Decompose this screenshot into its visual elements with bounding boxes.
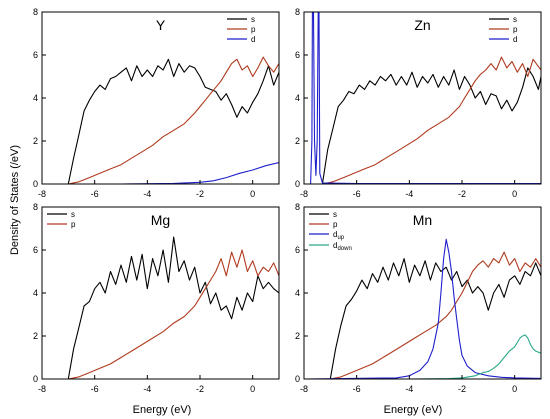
panel-title: Mn (413, 212, 432, 228)
series-d-down-line (304, 334, 541, 379)
y-axis-label: Density of States (/eV) (9, 145, 21, 255)
x-tick-label: -8 (300, 189, 308, 199)
legend: spd (489, 15, 518, 44)
legend-label: dup (333, 230, 345, 241)
x-tick-label: -4 (405, 384, 413, 394)
legend-label: p (251, 25, 256, 34)
legend-label: d (251, 35, 255, 44)
legend: spd (227, 15, 256, 44)
x-tick-label: 0 (512, 384, 517, 394)
legend-label: s (71, 210, 75, 219)
x-tick-label: -6 (353, 384, 361, 394)
y-tick-label: 2 (33, 136, 38, 146)
legend-label: ddown (333, 241, 352, 252)
x-tick-label: -4 (405, 189, 413, 199)
y-tick-label: 0 (33, 374, 38, 384)
x-tick-label: -2 (196, 189, 204, 199)
series-d-up-line (304, 238, 541, 379)
series-p-line (330, 251, 541, 379)
series-p-line (68, 56, 279, 184)
legend-label: s (513, 15, 517, 24)
x-tick-label: -8 (38, 384, 46, 394)
panel-zn: 0 2 4 6 8 -8 -6 -4 -2 0 Zn spd (295, 7, 542, 199)
x-tick-label: 0 (250, 189, 255, 199)
x-tick-label: 0 (250, 384, 255, 394)
y-tick-label: 2 (295, 331, 300, 341)
y-tick-label: 4 (295, 93, 300, 103)
x-tick-label: -4 (143, 384, 151, 394)
series-s-line (321, 67, 541, 184)
x-axis-label-right: Energy (eV) (384, 404, 443, 416)
x-axis-label-left: Energy (eV) (133, 404, 192, 416)
y-tick-label: 4 (295, 288, 300, 298)
legend: sp (47, 210, 76, 229)
y-tick-label: 0 (295, 374, 300, 384)
x-tick-label: -8 (38, 189, 46, 199)
x-tick-label: -2 (458, 384, 466, 394)
series-p-line (322, 56, 541, 184)
series-p-line (68, 249, 279, 379)
x-tick-label: -6 (353, 189, 361, 199)
y-tick-label: 6 (33, 50, 38, 60)
panel-mg: 0 2 4 6 8 -8 -6 -4 -2 0 Mg sp (33, 202, 280, 394)
legend-label: d (513, 35, 517, 44)
y-tick-label: 2 (33, 331, 38, 341)
y-tick-label: 4 (33, 288, 38, 298)
x-tick-label: 0 (512, 189, 517, 199)
y-tick-label: 8 (295, 7, 300, 17)
panel-title: Y (156, 17, 166, 33)
y-tick-label: 8 (33, 7, 38, 17)
series-d-line (304, 12, 541, 184)
x-tick-label: -6 (91, 384, 99, 394)
y-tick-label: 0 (33, 179, 38, 189)
x-tick-label: -6 (91, 189, 99, 199)
y-tick-label: 6 (295, 245, 300, 255)
series-s-line (67, 236, 279, 379)
legend-label: p (333, 220, 338, 229)
y-tick-label: 6 (295, 50, 300, 60)
y-tick-label: 4 (33, 93, 38, 103)
legend-label: s (251, 15, 255, 24)
x-tick-label: -4 (143, 189, 151, 199)
y-tick-label: 2 (295, 136, 300, 146)
legend-label: p (513, 25, 518, 34)
legend-label: s (333, 210, 337, 219)
x-tick-label: -8 (300, 384, 308, 394)
plot-frame (303, 11, 542, 185)
x-tick-label: -2 (196, 384, 204, 394)
panel-title: Mg (151, 212, 170, 228)
series-s-line (329, 258, 541, 379)
plot-frame (41, 11, 280, 185)
x-tick-label: -2 (458, 189, 466, 199)
plot-frame (41, 206, 280, 380)
series-s-line (67, 58, 279, 184)
y-tick-label: 6 (33, 245, 38, 255)
y-tick-label: 8 (33, 202, 38, 212)
panel-title: Zn (414, 17, 430, 33)
y-tick-label: 0 (295, 179, 300, 189)
y-tick-label: 8 (295, 202, 300, 212)
legend-label: p (71, 220, 76, 229)
panel-y: 0 2 4 6 8 -8 -6 -4 -2 0 Y spd (33, 7, 280, 199)
